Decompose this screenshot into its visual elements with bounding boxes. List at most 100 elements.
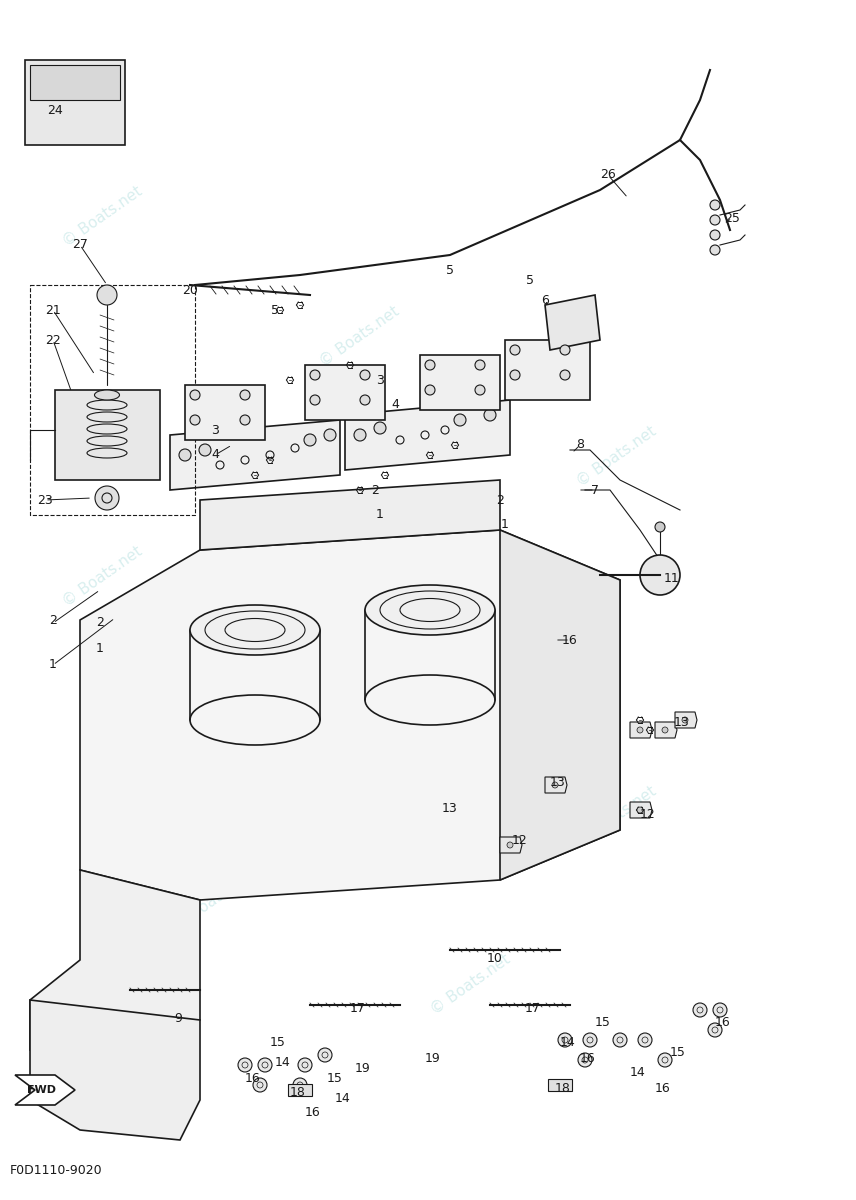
Circle shape xyxy=(583,1033,597,1046)
Circle shape xyxy=(238,1058,252,1072)
Circle shape xyxy=(360,370,370,380)
Circle shape xyxy=(637,727,643,733)
Text: 14: 14 xyxy=(630,1067,646,1080)
Bar xyxy=(505,340,590,400)
Circle shape xyxy=(560,370,570,380)
Circle shape xyxy=(708,1022,722,1037)
Circle shape xyxy=(310,395,320,404)
Circle shape xyxy=(710,215,720,226)
Text: © Boats.net: © Boats.net xyxy=(317,664,402,728)
Text: F0D1110-9020: F0D1110-9020 xyxy=(10,1164,103,1176)
Text: 16: 16 xyxy=(305,1106,321,1120)
Text: 6: 6 xyxy=(541,294,549,306)
Circle shape xyxy=(638,1033,652,1046)
Text: 19: 19 xyxy=(355,1062,371,1074)
Text: 15: 15 xyxy=(327,1072,343,1085)
Circle shape xyxy=(560,346,570,355)
Circle shape xyxy=(95,486,119,510)
Polygon shape xyxy=(675,712,697,728)
Circle shape xyxy=(190,390,200,400)
Circle shape xyxy=(510,346,520,355)
Polygon shape xyxy=(545,295,600,350)
Circle shape xyxy=(190,415,200,425)
Bar xyxy=(185,385,265,440)
Text: © Boats.net: © Boats.net xyxy=(171,868,257,932)
Circle shape xyxy=(425,360,435,370)
Bar xyxy=(420,355,500,410)
Circle shape xyxy=(484,409,496,421)
Text: 12: 12 xyxy=(512,834,528,846)
Text: 17: 17 xyxy=(525,1002,541,1014)
Circle shape xyxy=(324,428,336,440)
Polygon shape xyxy=(30,1000,200,1140)
Text: 4: 4 xyxy=(211,449,219,462)
Polygon shape xyxy=(345,400,510,470)
Circle shape xyxy=(613,1033,627,1046)
Text: 9: 9 xyxy=(174,1012,182,1025)
Text: 7: 7 xyxy=(591,484,599,497)
Text: 16: 16 xyxy=(245,1072,261,1085)
Circle shape xyxy=(710,245,720,254)
Text: 16: 16 xyxy=(562,634,578,647)
Text: 2: 2 xyxy=(49,613,57,626)
Polygon shape xyxy=(25,60,125,145)
Text: 17: 17 xyxy=(350,1002,366,1014)
Text: 23: 23 xyxy=(37,493,53,506)
Polygon shape xyxy=(15,1075,75,1105)
Polygon shape xyxy=(170,420,340,490)
Text: 4: 4 xyxy=(391,398,399,412)
Text: 5: 5 xyxy=(271,304,279,317)
Text: 3: 3 xyxy=(211,424,219,437)
Polygon shape xyxy=(30,870,200,1060)
Text: 27: 27 xyxy=(72,239,88,252)
Text: 15: 15 xyxy=(270,1037,286,1050)
Text: 14: 14 xyxy=(560,1037,576,1050)
Text: 13: 13 xyxy=(675,716,690,730)
Circle shape xyxy=(658,1054,672,1067)
Circle shape xyxy=(360,395,370,404)
Text: 13: 13 xyxy=(550,776,566,790)
Circle shape xyxy=(682,716,688,722)
Polygon shape xyxy=(500,838,522,853)
Text: 19: 19 xyxy=(425,1051,441,1064)
Circle shape xyxy=(298,1058,312,1072)
Text: 26: 26 xyxy=(600,168,615,181)
Circle shape xyxy=(240,415,250,425)
Text: © Boats.net: © Boats.net xyxy=(574,784,659,848)
Polygon shape xyxy=(655,722,677,738)
Text: 12: 12 xyxy=(640,809,656,822)
Polygon shape xyxy=(30,65,120,100)
Polygon shape xyxy=(500,530,620,880)
Text: 18: 18 xyxy=(290,1086,306,1099)
Bar xyxy=(305,365,385,420)
Circle shape xyxy=(199,444,211,456)
Polygon shape xyxy=(630,802,652,818)
Polygon shape xyxy=(80,530,620,900)
Circle shape xyxy=(710,200,720,210)
Text: © Boats.net: © Boats.net xyxy=(317,304,402,368)
Circle shape xyxy=(318,1048,332,1062)
Circle shape xyxy=(552,782,558,788)
Polygon shape xyxy=(288,1084,312,1096)
Circle shape xyxy=(97,284,117,305)
Text: 2: 2 xyxy=(371,484,379,497)
Circle shape xyxy=(354,428,366,440)
Text: 16: 16 xyxy=(655,1081,671,1094)
Text: 16: 16 xyxy=(715,1016,731,1030)
Text: 20: 20 xyxy=(182,283,198,296)
Circle shape xyxy=(179,449,191,461)
Text: 2: 2 xyxy=(96,617,104,630)
Circle shape xyxy=(578,1054,592,1067)
Text: 24: 24 xyxy=(47,103,62,116)
Circle shape xyxy=(637,806,643,814)
Text: 8: 8 xyxy=(576,438,584,451)
Text: 1: 1 xyxy=(501,518,509,532)
Text: © Boats.net: © Boats.net xyxy=(574,424,659,488)
Text: 11: 11 xyxy=(664,571,680,584)
Text: 14: 14 xyxy=(275,1056,291,1069)
Circle shape xyxy=(293,1078,307,1092)
Text: 5: 5 xyxy=(446,264,454,276)
Circle shape xyxy=(710,230,720,240)
Circle shape xyxy=(258,1058,272,1072)
Ellipse shape xyxy=(365,584,495,635)
